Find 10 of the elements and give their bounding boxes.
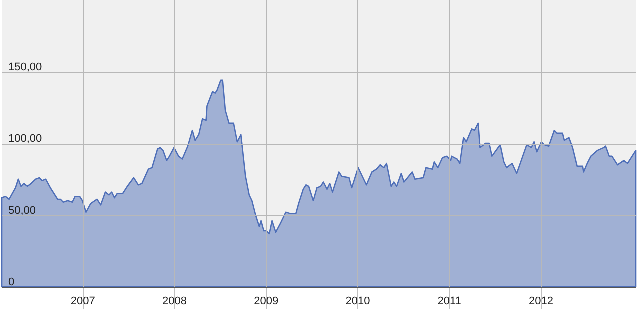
x-tick-label: 2008	[162, 296, 187, 308]
x-tick-label: 2007	[70, 296, 96, 308]
y-tick-label: 50,00	[8, 204, 36, 217]
x-tick-label: 2011	[438, 296, 462, 308]
x-tick-label: 2010	[346, 296, 370, 308]
x-tick-label: 2012	[528, 296, 554, 308]
y-tick-label: 0	[8, 276, 15, 288]
x-tick-label: 2009	[254, 296, 279, 308]
y-tick-label: 150,00	[8, 61, 42, 74]
y-tick-label: 100,00	[8, 133, 42, 145]
